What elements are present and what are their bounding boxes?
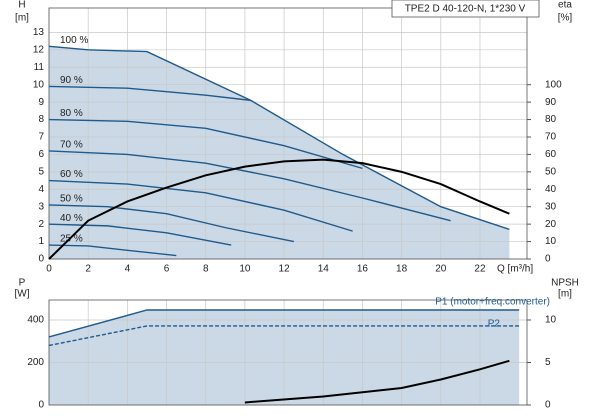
x-tick-label: 6 [164, 264, 170, 275]
y-tick-label: 1 [38, 236, 44, 247]
y-tick-label: 2 [38, 219, 44, 230]
series-label: 25 % [60, 234, 83, 245]
x-label: Q [m³/h] [497, 264, 533, 275]
series-label: 50 % [60, 194, 83, 205]
y-tick-label: 200 [27, 357, 44, 368]
series-line [48, 158, 510, 260]
y-tick-label: 3 [38, 201, 44, 212]
x-tick-label: 4 [125, 264, 131, 275]
title-box [391, 0, 540, 18]
y2-tick-label: 90 [545, 97, 557, 108]
series-line [48, 325, 520, 347]
series-label: P2 [488, 319, 501, 330]
series-label: 60 % [60, 169, 83, 180]
y2-tick-label: 20 [545, 219, 557, 230]
y-label: P [19, 278, 26, 289]
y2-tick-label: 5 [545, 357, 551, 368]
y2-tick-label: 0 [545, 400, 551, 411]
series-line [48, 45, 510, 231]
y2-label: [%] [558, 13, 573, 24]
y-tick-label: 13 [33, 27, 45, 38]
series-label: 90 % [60, 75, 83, 86]
y-tick-label: 9 [38, 97, 44, 108]
x-tick-label: 8 [203, 264, 209, 275]
y2-tick-label: 0 [545, 254, 551, 265]
series-line [48, 244, 177, 257]
series-label: P1 (motor+freq.converter) [435, 297, 550, 308]
y2-tick-label: 10 [545, 236, 557, 247]
series-line [48, 309, 520, 338]
x-tick-label: 0 [46, 264, 52, 275]
x-tick-label: 18 [396, 264, 408, 275]
x-tick-label: 10 [239, 264, 251, 275]
y-tick-label: 11 [34, 62, 45, 73]
series-line [48, 223, 232, 246]
series-label: 70 % [60, 140, 83, 151]
y-tick-label: 5 [38, 166, 44, 177]
y2-tick-label: 10 [545, 315, 557, 326]
x-tick-label: 20 [435, 264, 447, 275]
x-tick-label: 16 [357, 264, 369, 275]
y-tick-label: 12 [33, 44, 45, 55]
y-tick-label: 6 [38, 149, 44, 160]
plot-frame [48, 299, 528, 406]
y-tick-label: 400 [27, 315, 44, 326]
series-label: 40 % [60, 213, 83, 224]
series-line [48, 85, 251, 102]
y-label: H [18, 0, 25, 11]
y-tick-label: 7 [38, 132, 44, 143]
x-tick-label: 14 [318, 264, 330, 275]
y2-tick-label: 30 [545, 201, 557, 212]
y2-tick-label: 50 [545, 166, 557, 177]
x-tick-label: 2 [85, 264, 91, 275]
series-line [48, 150, 451, 222]
x-tick-label: 22 [474, 264, 486, 275]
chart-title: TPE2 D 40-120-N, 1*230 V [405, 4, 526, 15]
series-line [48, 204, 295, 243]
plot-frame [48, 7, 528, 260]
series-label: 100 % [60, 35, 88, 46]
y2-tick-label: 70 [545, 132, 557, 143]
y-label: [W] [15, 289, 30, 300]
y2-label: NPSH [551, 278, 579, 289]
y-tick-label: 10 [33, 79, 45, 90]
series-label: 80 % [60, 108, 83, 119]
y-tick-label: 0 [38, 254, 44, 265]
y2-tick-label: 60 [545, 149, 557, 160]
series-line [48, 179, 353, 232]
y-tick-label: 8 [38, 114, 44, 125]
x-tick-label: 12 [279, 264, 291, 275]
series-line [48, 118, 363, 170]
y2-label: [m] [558, 289, 572, 300]
y-tick-label: 4 [38, 184, 44, 195]
y2-tick-label: 100 [545, 79, 562, 90]
y2-label: eta [558, 0, 572, 11]
series-line [244, 359, 510, 404]
y-label: [m] [15, 13, 29, 24]
y2-tick-label: 40 [545, 184, 557, 195]
y-tick-label: 0 [38, 400, 44, 411]
y2-tick-label: 80 [545, 114, 557, 125]
